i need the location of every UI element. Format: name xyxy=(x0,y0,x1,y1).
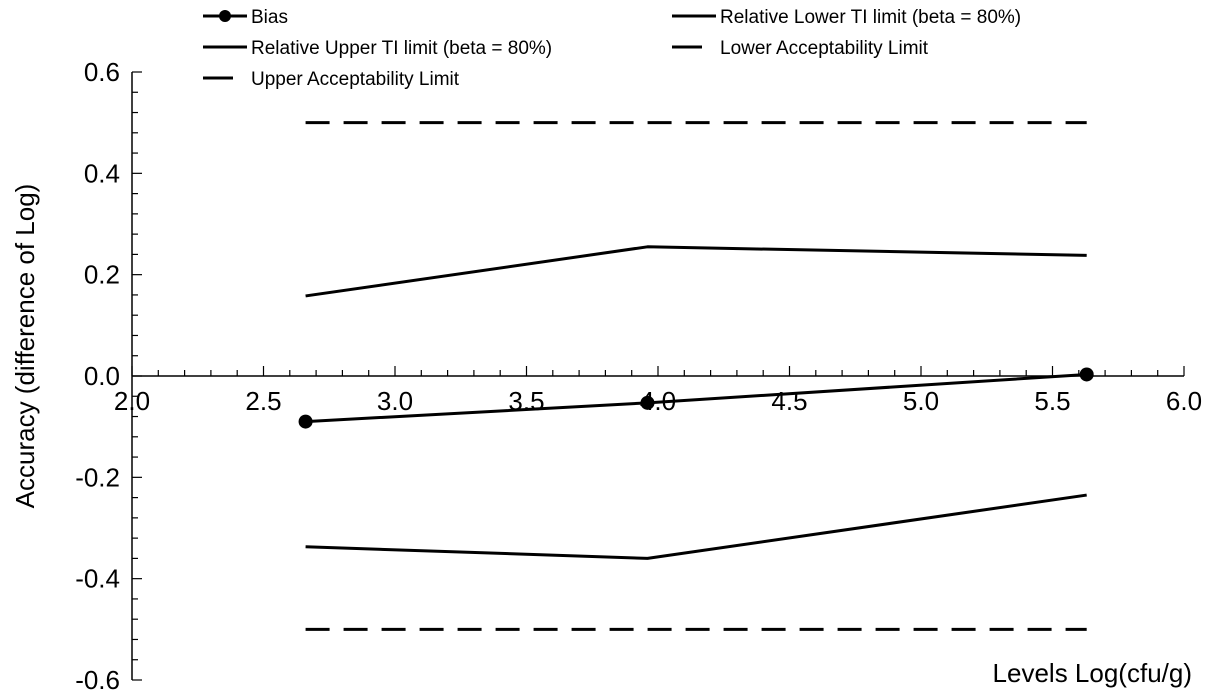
bias-point xyxy=(1079,367,1094,382)
x-tick-label: 2.5 xyxy=(245,386,281,416)
series-line-0 xyxy=(305,372,1087,424)
x-tick-label: 2.0 xyxy=(114,386,150,416)
y-tick-label: 0.0 xyxy=(84,361,120,391)
legend-item-4: Upper Acceptability Limit xyxy=(203,69,460,90)
x-axis-label: Levels Log(cfu/g) xyxy=(993,658,1192,688)
y-axis-label: Accuracy (difference of Log) xyxy=(10,184,40,509)
legend-label: Relative Lower TI limit (beta = 80%) xyxy=(720,7,1021,28)
series-layer xyxy=(298,121,1094,631)
legend-item-0: Bias xyxy=(203,7,288,28)
series-line-1 xyxy=(305,245,1087,298)
legend-label: Lower Acceptability Limit xyxy=(720,38,929,59)
legend-marker xyxy=(219,10,231,22)
y-tick-label: 0.2 xyxy=(84,260,120,290)
y-tick-label: 0.6 xyxy=(84,57,120,87)
y-tick-label: -0.6 xyxy=(75,665,120,692)
bias-point xyxy=(640,395,655,410)
bias-point xyxy=(298,414,313,429)
x-tick-label: 4.5 xyxy=(771,386,807,416)
legend-item-1: Relative Lower TI limit (beta = 80%) xyxy=(672,7,1021,28)
x-tick-label: 3.0 xyxy=(377,386,413,416)
legend-item-2: Relative Upper TI limit (beta = 80%) xyxy=(203,38,552,59)
x-tick-label: 5.5 xyxy=(1034,386,1070,416)
y-tick-label: 0.4 xyxy=(84,158,120,188)
y-tick-label: -0.2 xyxy=(75,462,120,492)
series-line-2 xyxy=(305,493,1087,560)
axes: -0.6-0.4-0.20.00.20.40.62.0 2.5 3.0 3.5 4.0 4… xyxy=(75,57,1202,692)
legend-item-3: Lower Acceptability Limit xyxy=(672,38,929,59)
legend-label: Relative Upper TI limit (beta = 80%) xyxy=(251,38,552,59)
x-tick-label: 5.0 xyxy=(903,386,939,416)
y-tick-label: -0.4 xyxy=(75,564,120,594)
legend: Bias Relative Lower TI limit (beta = 80%)… xyxy=(203,7,1021,90)
legend-label: Upper Acceptability Limit xyxy=(251,69,460,90)
legend-label: Bias xyxy=(251,7,288,28)
x-tick-label: 6.0 xyxy=(1166,386,1202,416)
